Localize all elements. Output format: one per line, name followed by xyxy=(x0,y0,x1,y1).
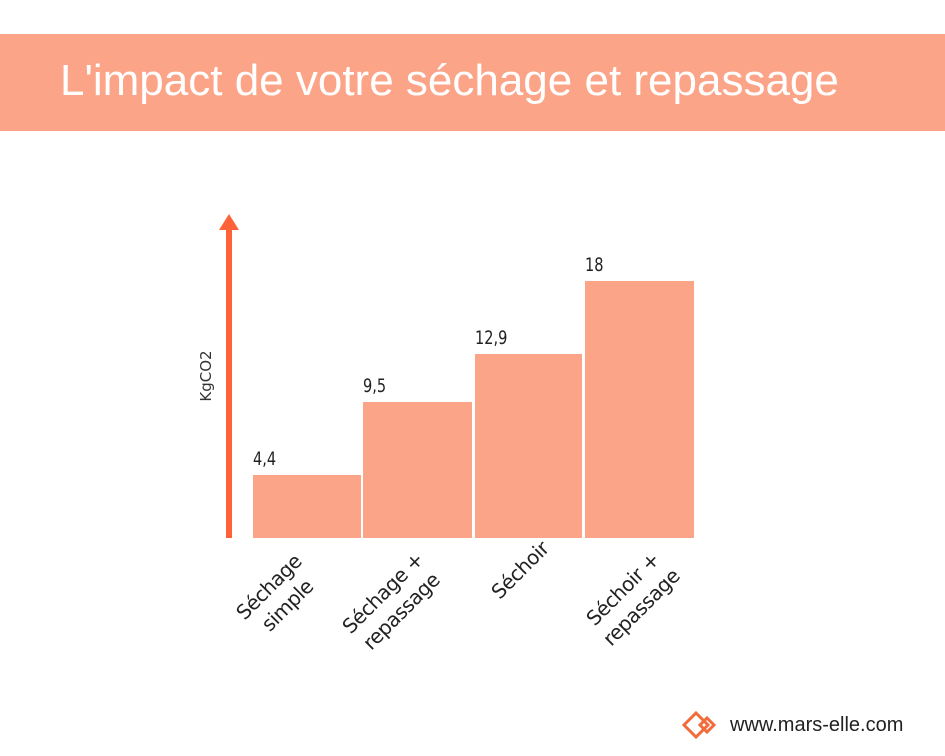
y-axis-arrow-head-icon xyxy=(219,214,239,230)
x-tick-label: Séchoir + repassage xyxy=(581,547,685,651)
title-banner xyxy=(0,34,945,131)
y-axis-arrow xyxy=(226,228,232,538)
bar xyxy=(253,475,361,538)
x-tick-label: Séchage simple xyxy=(231,549,318,636)
value-label: 12,9 xyxy=(475,326,508,349)
bar xyxy=(475,353,582,538)
x-tick-label: Séchage + repassage xyxy=(337,547,445,655)
x-tick-label: Séchoir xyxy=(486,536,554,604)
page-title: L'impact de votre séchage et repassage xyxy=(60,56,839,105)
diamond-logo-icon xyxy=(682,710,717,740)
value-label: 18 xyxy=(585,253,604,276)
value-label: 9,5 xyxy=(363,375,387,398)
website-link[interactable]: www.mars-elle.com xyxy=(730,713,904,736)
bar xyxy=(585,280,694,538)
footer: www.mars-elle.com xyxy=(682,710,903,740)
value-label: 4,4 xyxy=(253,448,277,471)
y-axis-label: KgCO2 xyxy=(197,350,215,402)
bar xyxy=(363,402,472,538)
